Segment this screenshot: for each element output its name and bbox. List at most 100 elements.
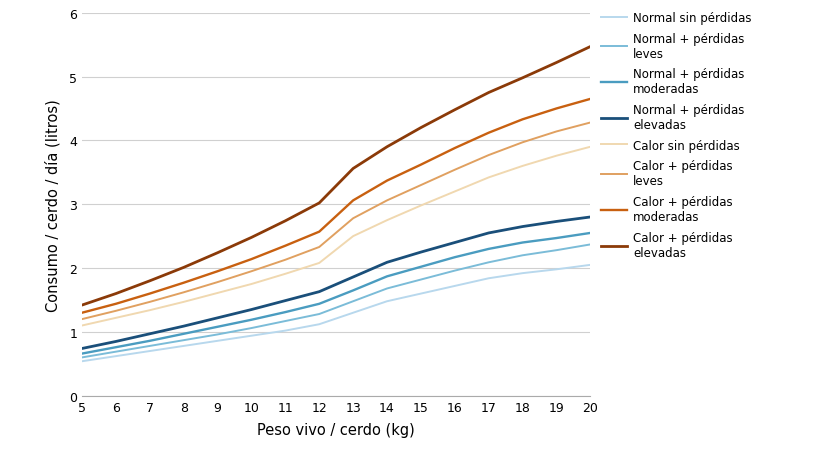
Normal + pérdidas
moderadas: [483, 247, 493, 252]
Normal + pérdidas
leves: [585, 242, 595, 248]
Calor + pérdidas
moderadas: [483, 131, 493, 136]
Line: Calor + pérdidas
leves: Calor + pérdidas leves: [82, 123, 590, 319]
Normal + pérdidas
leves: [415, 277, 425, 283]
Calor + pérdidas
moderadas: [551, 106, 561, 112]
Calor + pérdidas
elevadas: [314, 201, 324, 206]
Calor + pérdidas
elevadas: [517, 76, 527, 81]
Normal + pérdidas
leves: [212, 332, 222, 338]
Normal + pérdidas
elevadas: [551, 219, 561, 225]
Normal + pérdidas
leves: [517, 253, 527, 258]
Normal + pérdidas
leves: [551, 248, 561, 253]
Line: Normal + pérdidas
elevadas: Normal + pérdidas elevadas: [82, 217, 590, 349]
Calor + pérdidas
leves: [77, 317, 87, 322]
Line: Normal + pérdidas
moderadas: Normal + pérdidas moderadas: [82, 233, 590, 354]
Calor + pérdidas
moderadas: [179, 280, 188, 286]
Normal + pérdidas
leves: [179, 338, 188, 343]
Calor + pérdidas
moderadas: [280, 243, 290, 249]
Normal + pérdidas
moderadas: [111, 345, 120, 350]
Calor + pérdidas
elevadas: [585, 45, 595, 50]
Normal + pérdidas
moderadas: [348, 288, 358, 293]
Calor sin pérdidas: [551, 154, 561, 159]
Calor + pérdidas
moderadas: [415, 162, 425, 168]
Normal + pérdidas
elevadas: [314, 289, 324, 295]
Normal + pérdidas
leves: [280, 318, 290, 324]
Normal + pérdidas
moderadas: [179, 331, 188, 337]
Normal sin pérdidas: [247, 333, 256, 339]
Calor + pérdidas
elevadas: [77, 303, 87, 308]
Calor + pérdidas
leves: [450, 167, 459, 173]
Normal sin pérdidas: [77, 359, 87, 364]
Calor sin pérdidas: [415, 203, 425, 209]
Normal + pérdidas
leves: [450, 268, 459, 274]
Calor + pérdidas
elevadas: [551, 61, 561, 66]
Calor sin pérdidas: [247, 282, 256, 287]
Normal sin pérdidas: [348, 310, 358, 316]
Calor + pérdidas
elevadas: [483, 91, 493, 96]
Calor sin pérdidas: [382, 218, 391, 223]
Normal + pérdidas
elevadas: [212, 315, 222, 321]
Normal sin pérdidas: [450, 283, 459, 289]
Normal + pérdidas
moderadas: [314, 301, 324, 307]
Calor + pérdidas
elevadas: [348, 167, 358, 172]
Calor + pérdidas
leves: [348, 216, 358, 222]
Line: Calor sin pérdidas: Calor sin pérdidas: [82, 147, 590, 326]
Normal + pérdidas
moderadas: [415, 264, 425, 270]
Calor + pérdidas
elevadas: [382, 145, 391, 150]
Normal + pérdidas
elevadas: [111, 339, 120, 344]
Calor + pérdidas
leves: [382, 198, 391, 204]
Calor + pérdidas
leves: [585, 121, 595, 126]
Normal + pérdidas
elevadas: [179, 324, 188, 329]
Calor + pérdidas
moderadas: [77, 310, 87, 316]
Calor + pérdidas
moderadas: [247, 257, 256, 262]
Calor + pérdidas
elevadas: [111, 291, 120, 297]
Calor + pérdidas
leves: [212, 280, 222, 285]
Normal sin pérdidas: [585, 263, 595, 268]
Calor + pérdidas
elevadas: [247, 235, 256, 241]
Normal + pérdidas
elevadas: [145, 331, 155, 337]
Normal sin pérdidas: [145, 349, 155, 354]
Calor + pérdidas
moderadas: [450, 146, 459, 152]
Calor + pérdidas
moderadas: [145, 291, 155, 297]
Normal + pérdidas
elevadas: [247, 307, 256, 313]
Calor + pérdidas
leves: [280, 258, 290, 263]
Calor sin pérdidas: [585, 145, 595, 150]
Line: Calor + pérdidas
moderadas: Calor + pérdidas moderadas: [82, 100, 590, 313]
Normal + pérdidas
elevadas: [450, 240, 459, 246]
Normal + pérdidas
moderadas: [247, 317, 256, 323]
Normal + pérdidas
leves: [247, 326, 256, 331]
Normal sin pérdidas: [517, 271, 527, 276]
Calor sin pérdidas: [111, 315, 120, 321]
Line: Normal sin pérdidas: Normal sin pérdidas: [82, 265, 590, 361]
Normal sin pérdidas: [382, 299, 391, 304]
Normal + pérdidas
leves: [483, 260, 493, 265]
Calor sin pérdidas: [280, 272, 290, 277]
X-axis label: Peso vivo / cerdo (kg): Peso vivo / cerdo (kg): [257, 422, 414, 437]
Normal + pérdidas
elevadas: [348, 275, 358, 280]
Normal sin pérdidas: [111, 354, 120, 359]
Normal sin pérdidas: [551, 267, 561, 273]
Normal + pérdidas
elevadas: [77, 346, 87, 351]
Normal + pérdidas
moderadas: [585, 231, 595, 236]
Calor + pérdidas
elevadas: [212, 250, 222, 256]
Calor + pérdidas
leves: [111, 308, 120, 314]
Normal sin pérdidas: [415, 291, 425, 297]
Normal sin pérdidas: [280, 328, 290, 334]
Calor + pérdidas
leves: [483, 153, 493, 158]
Normal sin pérdidas: [483, 276, 493, 281]
Calor sin pérdidas: [348, 234, 358, 239]
Calor sin pérdidas: [483, 175, 493, 181]
Normal sin pérdidas: [212, 339, 222, 344]
Normal + pérdidas
moderadas: [382, 274, 391, 279]
Normal + pérdidas
leves: [348, 299, 358, 304]
Calor + pérdidas
elevadas: [280, 218, 290, 224]
Normal + pérdidas
moderadas: [551, 236, 561, 241]
Calor sin pérdidas: [179, 299, 188, 305]
Calor + pérdidas
moderadas: [314, 229, 324, 235]
Calor sin pérdidas: [145, 308, 155, 313]
Calor + pérdidas
moderadas: [585, 97, 595, 102]
Normal + pérdidas
leves: [77, 355, 87, 360]
Calor + pérdidas
elevadas: [145, 278, 155, 284]
Calor + pérdidas
leves: [179, 290, 188, 295]
Calor + pérdidas
moderadas: [517, 117, 527, 123]
Calor + pérdidas
leves: [415, 183, 425, 188]
